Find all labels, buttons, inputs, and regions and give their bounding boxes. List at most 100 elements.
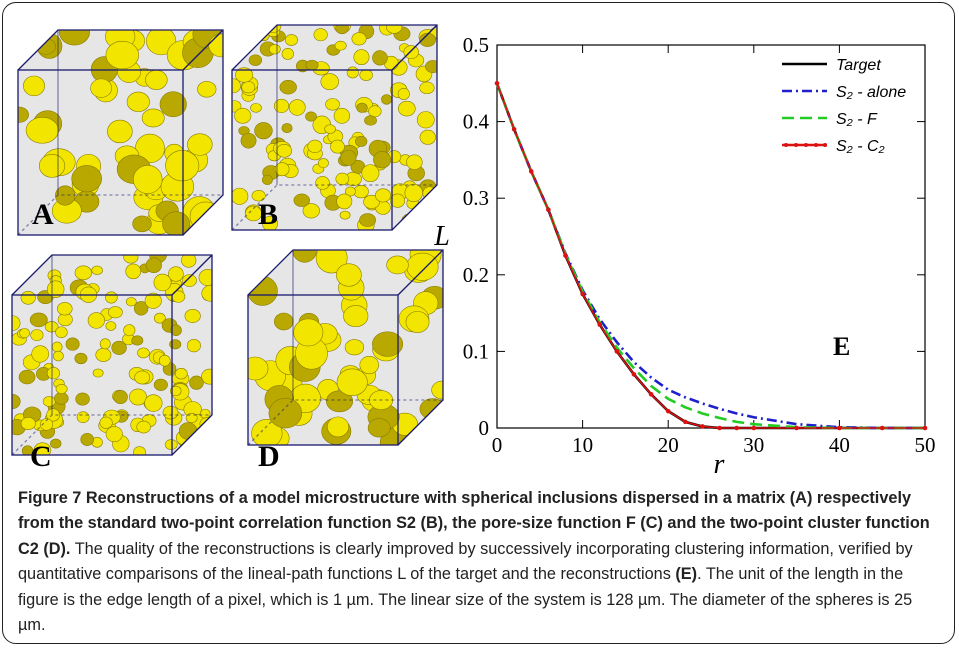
- cube-image: [231, 24, 438, 231]
- inclusion: [12, 269, 28, 284]
- inclusion: [19, 328, 30, 339]
- inclusion: [302, 203, 320, 219]
- inclusion: [339, 210, 351, 220]
- series-point: [563, 253, 568, 258]
- cube-fill: [12, 255, 212, 455]
- inclusion: [364, 115, 377, 126]
- inclusion: [363, 194, 380, 209]
- inclusion: [105, 426, 123, 443]
- inclusion: [248, 54, 263, 66]
- caption-ref: (E): [675, 565, 698, 584]
- panel-label: A: [32, 198, 54, 231]
- inclusion: [153, 312, 166, 324]
- inclusion: [186, 338, 201, 353]
- inclusion: [178, 422, 198, 440]
- inclusion: [361, 164, 380, 183]
- inclusion: [54, 392, 69, 405]
- inclusion: [42, 396, 56, 407]
- inclusion: [35, 38, 56, 55]
- inclusion: [340, 149, 357, 166]
- cube-edge: [247, 294, 399, 446]
- inclusion: [105, 291, 118, 304]
- inclusion: [169, 339, 182, 350]
- inclusion: [315, 176, 330, 190]
- inclusion: [325, 98, 340, 111]
- inclusion: [58, 30, 90, 46]
- y-tick-label: 0.3: [463, 186, 489, 210]
- inclusion: [406, 154, 423, 170]
- inclusion: [234, 107, 252, 124]
- inclusion: [351, 32, 367, 46]
- inclusion: [134, 370, 151, 385]
- plot-frame: [496, 44, 926, 429]
- y-axis-label: L: [433, 221, 450, 252]
- legend-dot: [804, 143, 808, 147]
- inclusion: [55, 326, 68, 339]
- inclusion: [141, 108, 165, 128]
- inclusion: [268, 44, 281, 55]
- inclusion: [320, 73, 339, 91]
- inclusion: [367, 418, 391, 438]
- y-tick-label: 0.5: [463, 33, 489, 57]
- cube-edge: [17, 69, 184, 236]
- inclusion: [335, 172, 350, 186]
- inclusion: [359, 213, 376, 227]
- series-line: [496, 83, 925, 429]
- inclusion: [268, 398, 303, 429]
- inclusion: [189, 201, 222, 232]
- inclusion: [50, 438, 62, 449]
- inclusion: [25, 117, 59, 144]
- inclusion: [335, 25, 349, 35]
- series-point: [665, 408, 671, 414]
- inclusion: [65, 337, 80, 351]
- cube-edge: [11, 294, 173, 456]
- inclusion: [431, 380, 443, 400]
- inclusion: [344, 339, 365, 356]
- inclusion: [429, 419, 443, 441]
- inclusion: [313, 28, 328, 42]
- x-tick-label: 0: [492, 433, 503, 457]
- inclusion: [107, 306, 123, 319]
- cube-fill: [248, 250, 443, 445]
- inclusion: [273, 98, 290, 113]
- inclusion: [293, 193, 310, 207]
- inclusion: [170, 324, 182, 336]
- inclusion: [56, 302, 73, 316]
- cube-edge: [391, 24, 438, 71]
- series-point: [922, 425, 928, 431]
- inclusion: [123, 255, 139, 264]
- series-point: [528, 169, 534, 174]
- inclusion: [20, 291, 36, 305]
- inclusion: [232, 100, 242, 113]
- inclusion: [71, 165, 102, 193]
- inclusion: [336, 193, 353, 210]
- inclusion: [51, 341, 63, 353]
- inclusion: [419, 129, 436, 145]
- inclusion: [251, 190, 266, 202]
- inclusion: [105, 321, 117, 331]
- x-tick-label: 50: [915, 433, 936, 457]
- inclusion: [145, 257, 162, 273]
- series-point: [879, 425, 885, 431]
- series-point: [511, 126, 517, 132]
- legend-dot: [814, 143, 818, 147]
- inclusion: [386, 255, 409, 275]
- inclusion: [123, 324, 136, 337]
- series-point: [837, 425, 842, 431]
- panel-label: C: [30, 440, 52, 473]
- inclusion: [145, 69, 168, 90]
- cube-edge: [397, 249, 444, 296]
- inclusion: [334, 40, 347, 51]
- inclusion: [343, 305, 369, 328]
- inclusion: [305, 111, 317, 122]
- inclusion: [281, 48, 294, 60]
- inclusion: [375, 188, 391, 203]
- inclusion: [416, 111, 435, 129]
- caption-body: The quality of the reconstructions is cl…: [18, 539, 913, 584]
- inclusion: [46, 367, 61, 380]
- inclusion: [95, 347, 112, 362]
- inclusion: [292, 250, 317, 263]
- series-point: [751, 425, 757, 431]
- inclusion: [129, 388, 147, 406]
- inclusion: [288, 99, 306, 116]
